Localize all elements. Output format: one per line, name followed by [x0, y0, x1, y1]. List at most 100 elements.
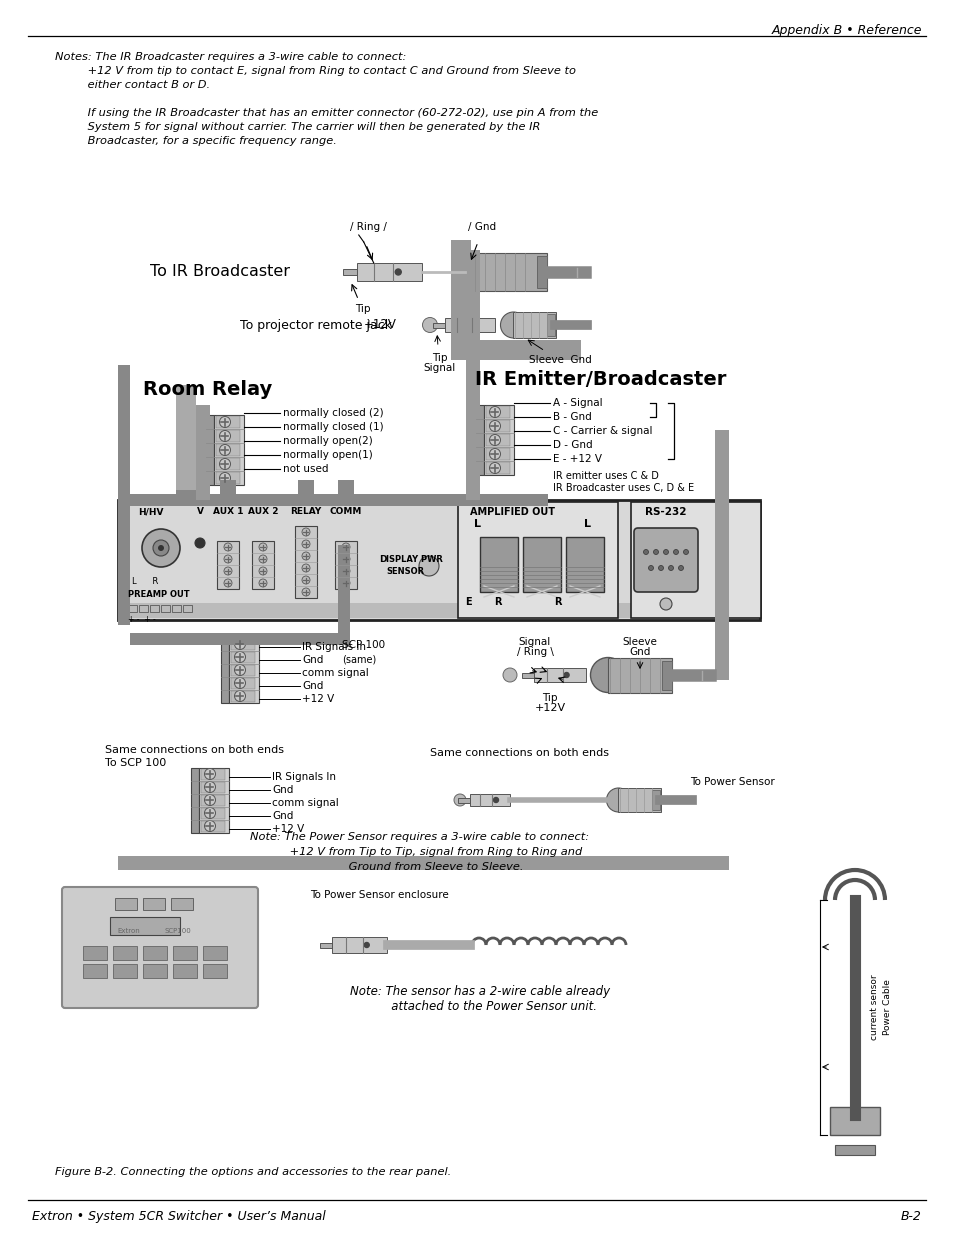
Text: Signal: Signal	[423, 363, 456, 373]
Text: not used: not used	[283, 464, 328, 474]
Text: R: R	[554, 597, 561, 606]
Bar	[191, 767, 199, 832]
Bar	[534, 668, 585, 682]
Text: Signal: Signal	[518, 637, 551, 647]
Bar	[120, 603, 758, 618]
Circle shape	[493, 798, 498, 803]
Bar	[128, 605, 137, 613]
Circle shape	[454, 794, 465, 806]
Text: To SCP 100: To SCP 100	[105, 758, 166, 768]
Text: Tip: Tip	[541, 693, 558, 703]
Circle shape	[204, 794, 215, 805]
Bar	[565, 537, 603, 592]
Circle shape	[302, 529, 310, 536]
Bar	[201, 820, 225, 831]
Text: To IR Broadcaster: To IR Broadcaster	[150, 264, 290, 279]
Circle shape	[422, 317, 437, 332]
Circle shape	[606, 788, 630, 811]
Text: / Gnd: / Gnd	[468, 222, 496, 232]
Circle shape	[234, 638, 245, 650]
Bar	[172, 605, 181, 613]
Bar	[252, 541, 274, 589]
Text: Extron: Extron	[117, 927, 139, 934]
Circle shape	[204, 782, 215, 793]
Circle shape	[258, 543, 267, 551]
Bar	[547, 314, 555, 336]
Bar	[161, 605, 170, 613]
FancyBboxPatch shape	[62, 887, 257, 1008]
Circle shape	[673, 550, 678, 555]
Text: AUX 2: AUX 2	[248, 508, 278, 516]
Circle shape	[234, 652, 245, 662]
Circle shape	[341, 567, 350, 576]
Bar	[465, 249, 479, 370]
Text: COMM: COMM	[330, 508, 362, 516]
Bar	[118, 500, 760, 620]
Bar	[607, 657, 671, 693]
Bar	[83, 965, 107, 978]
Bar	[335, 541, 356, 589]
Bar	[451, 240, 471, 359]
Circle shape	[219, 445, 231, 456]
Bar	[485, 420, 510, 432]
Text: System 5 for signal without carrier. The carrier will then be generated by the I: System 5 for signal without carrier. The…	[55, 122, 539, 132]
Text: A - Signal: A - Signal	[553, 398, 602, 408]
Text: / Ring /: / Ring /	[350, 222, 387, 232]
Bar	[522, 537, 560, 592]
Text: comm signal: comm signal	[302, 668, 369, 678]
Text: Figure B-2. Connecting the options and accessories to the rear panel.: Figure B-2. Connecting the options and a…	[55, 1167, 451, 1177]
Text: Sleeve: Sleeve	[622, 637, 657, 647]
Circle shape	[474, 322, 478, 327]
Circle shape	[224, 543, 232, 551]
Bar	[229, 637, 258, 703]
Text: D: D	[378, 556, 386, 564]
Circle shape	[219, 431, 231, 441]
Circle shape	[142, 529, 180, 567]
Bar	[215, 445, 240, 456]
Bar	[201, 808, 225, 819]
Bar	[661, 661, 671, 689]
Bar	[231, 678, 254, 688]
Bar	[118, 366, 130, 625]
Circle shape	[158, 545, 164, 551]
Bar	[483, 405, 514, 475]
Text: Gnd: Gnd	[272, 811, 294, 821]
Text: Ground from Sleeve to Sleeve.: Ground from Sleeve to Sleeve.	[315, 862, 523, 872]
Text: Appendix B • Reference: Appendix B • Reference	[771, 23, 921, 37]
Bar	[357, 263, 422, 282]
Bar	[479, 537, 517, 592]
Circle shape	[653, 550, 658, 555]
Bar	[231, 664, 254, 676]
Circle shape	[234, 678, 245, 688]
Bar	[618, 788, 660, 811]
Text: B - Gnd: B - Gnd	[553, 412, 591, 422]
Bar	[465, 370, 479, 500]
Bar	[343, 269, 357, 275]
Bar	[320, 942, 333, 947]
Bar	[175, 400, 195, 500]
Circle shape	[219, 473, 231, 483]
Text: Tip: Tip	[432, 353, 447, 363]
Bar	[215, 458, 240, 471]
Text: IR Signals In: IR Signals In	[302, 642, 366, 652]
Bar	[206, 415, 213, 485]
Bar	[231, 652, 254, 662]
Bar	[337, 480, 354, 500]
Bar	[829, 1107, 879, 1135]
Circle shape	[489, 462, 500, 473]
Circle shape	[234, 690, 245, 701]
Bar	[172, 946, 196, 960]
Text: To projector remote jack: To projector remote jack	[240, 319, 392, 331]
Bar	[457, 501, 618, 618]
Text: RS-232: RS-232	[644, 508, 686, 517]
Bar	[485, 406, 510, 417]
Text: C - Carrier & signal: C - Carrier & signal	[553, 426, 652, 436]
Circle shape	[341, 543, 350, 551]
Circle shape	[341, 555, 350, 563]
Bar	[294, 526, 316, 598]
Circle shape	[152, 540, 169, 556]
Text: PREAMP OUT: PREAMP OUT	[128, 590, 190, 599]
Circle shape	[302, 540, 310, 548]
FancyBboxPatch shape	[634, 529, 698, 592]
Bar	[172, 965, 196, 978]
